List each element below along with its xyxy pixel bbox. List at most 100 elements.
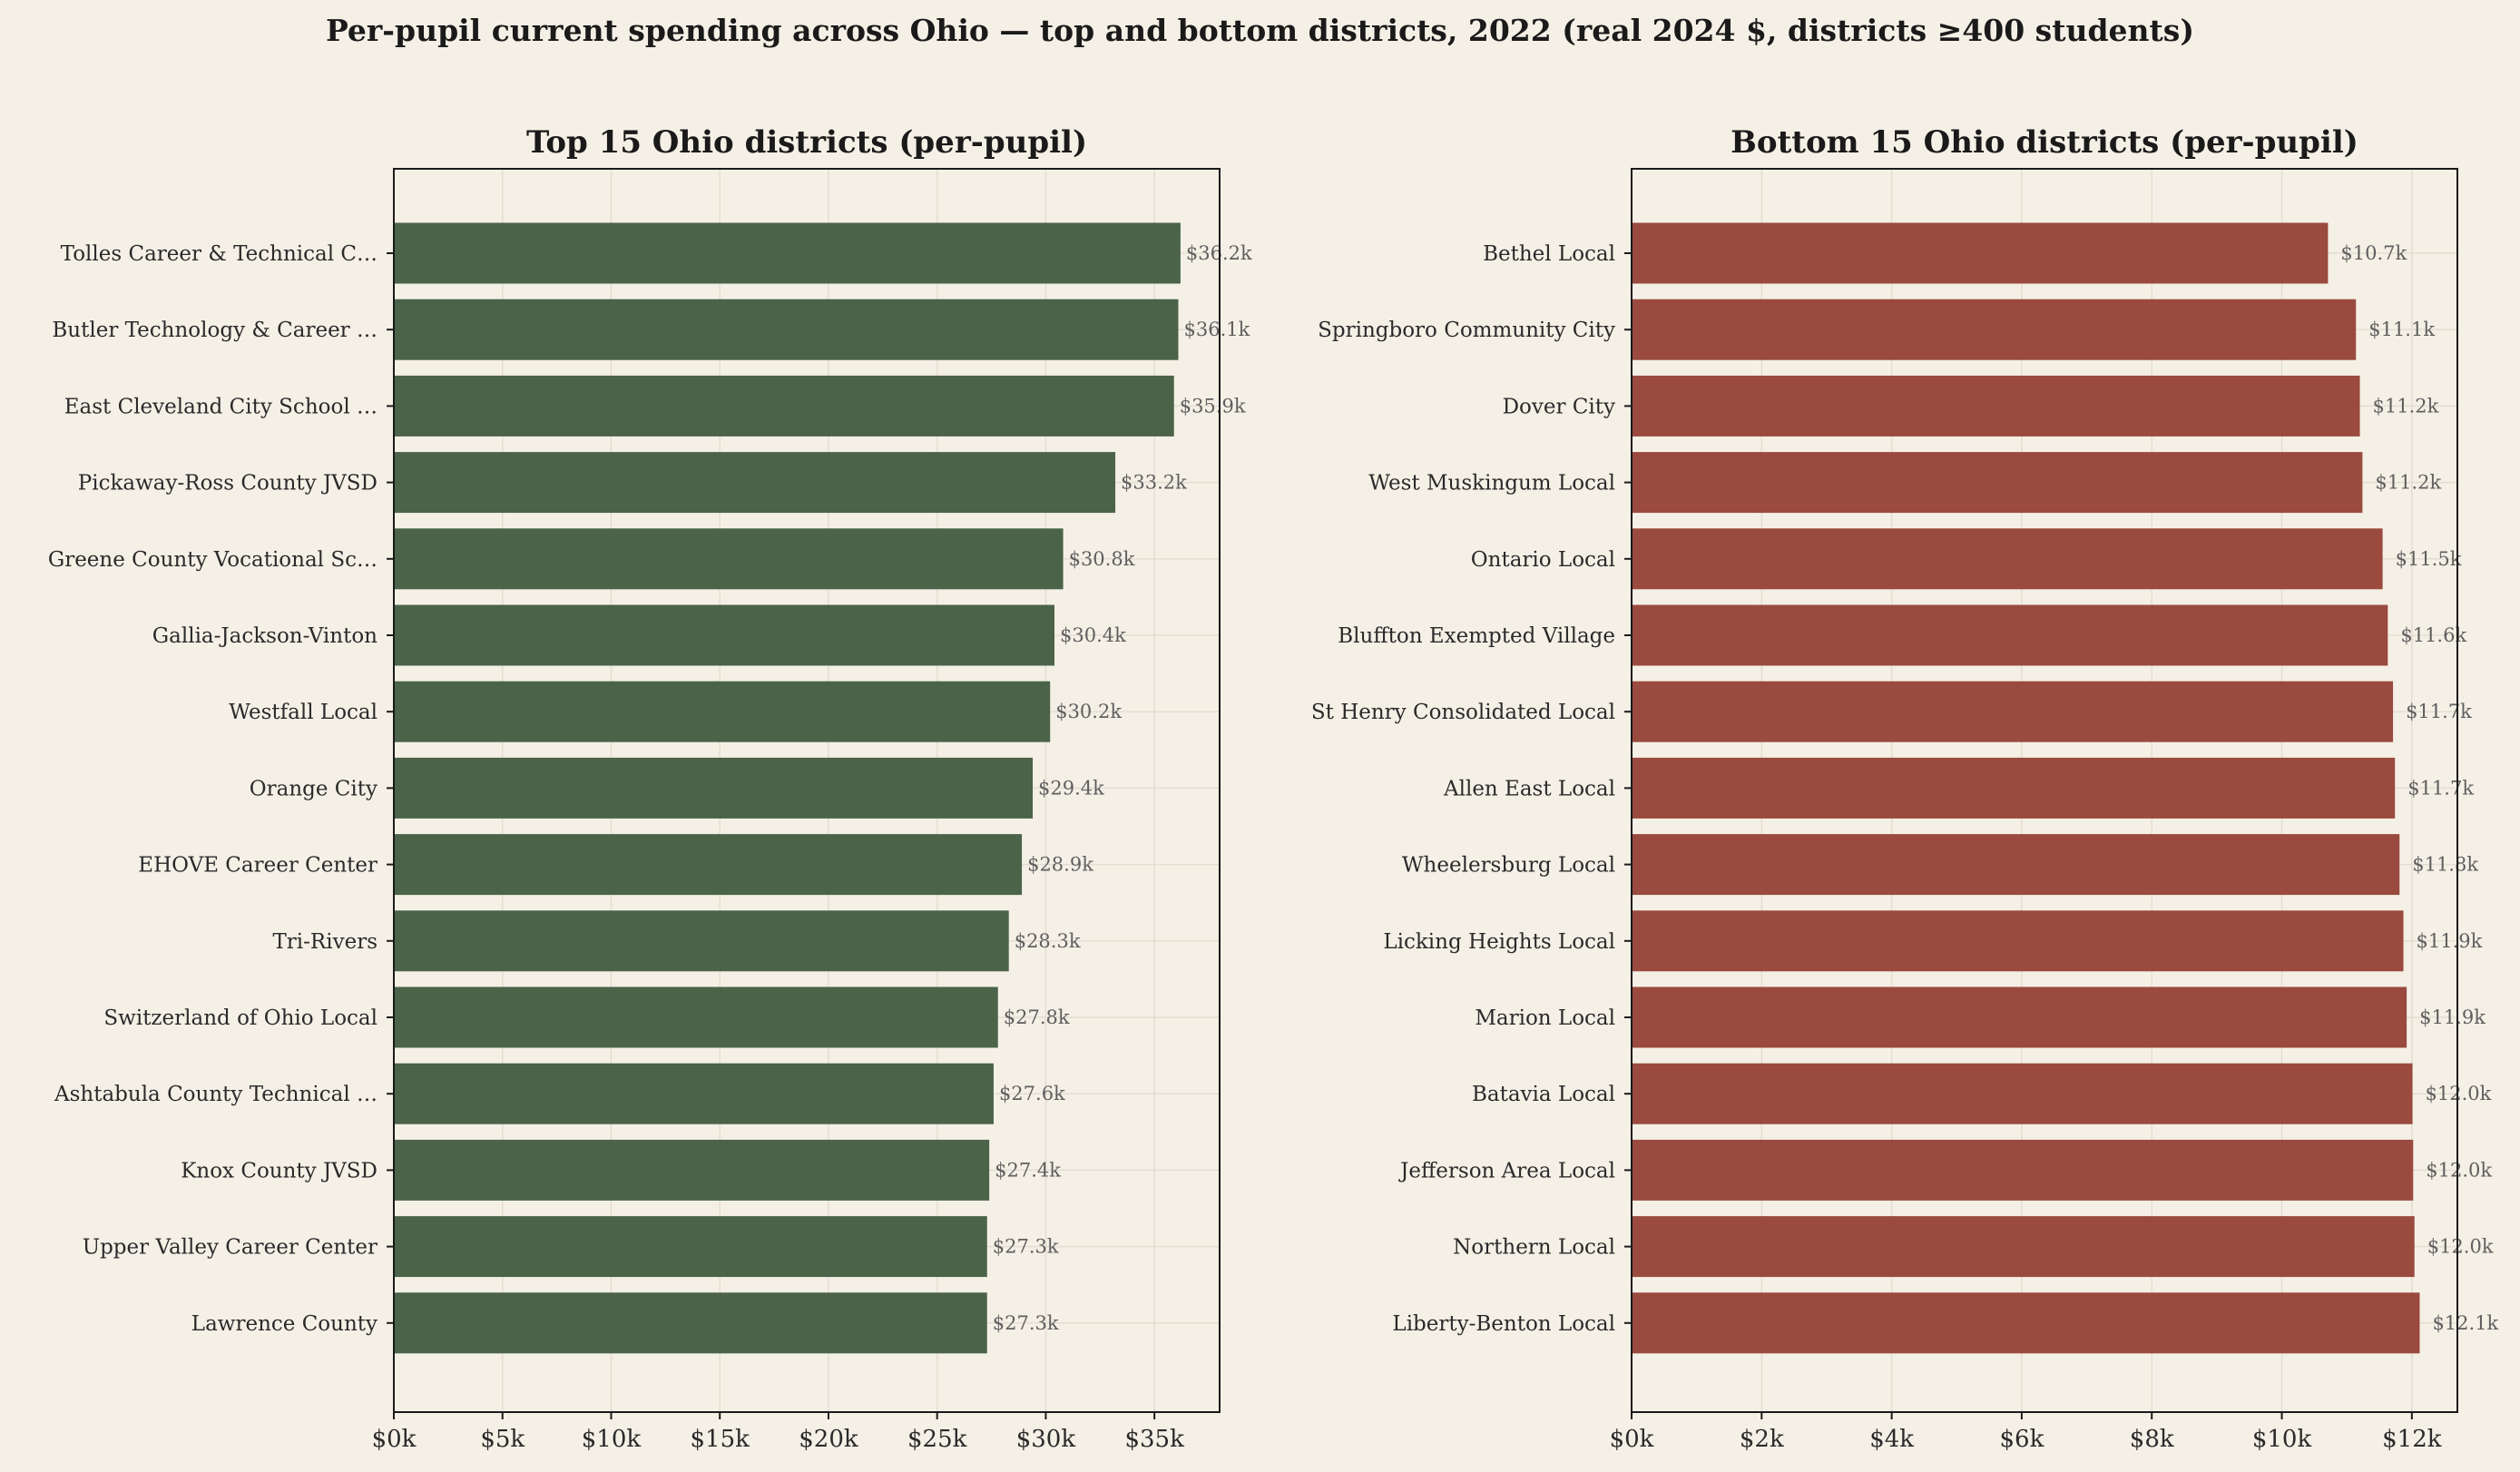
bottom-value-label: $11.7k <box>2407 777 2474 799</box>
bottom-value-label: $12.0k <box>2427 1236 2494 1258</box>
top-xtick-label: $25k <box>907 1426 967 1453</box>
top-bar <box>394 1139 990 1201</box>
top-xtick-label: $10k <box>582 1426 642 1453</box>
bottom-value-label: $11.8k <box>2412 854 2478 876</box>
top-bar <box>394 1292 987 1354</box>
bottom-value-label: $11.2k <box>2375 472 2441 494</box>
top-xtick-label: $35k <box>1124 1426 1184 1453</box>
top-category-label: East Cleveland City School … <box>64 395 378 418</box>
bottom-category-label: Wheelersburg Local <box>1402 854 1615 878</box>
top-value-label: $28.9k <box>1027 854 1093 876</box>
bottom-bar <box>1632 375 2360 437</box>
bottom-bar <box>1632 1139 2414 1201</box>
top-axes-frame <box>393 168 1221 1413</box>
bottom-xtick-label: $10k <box>2252 1426 2312 1453</box>
top-bar <box>394 604 1054 666</box>
bottom-category-label: St Henry Consolidated Local <box>1311 701 1615 724</box>
bottom-category-label: Licking Heights Local <box>1383 930 1615 954</box>
top-category-label: Butler Technology & Career … <box>52 319 378 342</box>
bottom-value-label: $11.1k <box>2368 319 2435 340</box>
bottom-category-label: Allen East Local <box>1443 777 1615 800</box>
top-category-label: Tolles Career & Technical C… <box>61 242 378 266</box>
top-category-label: Switzerland of Ohio Local <box>103 1006 378 1030</box>
bottom-bar <box>1632 834 2400 896</box>
bottom-category-label: Ontario Local <box>1471 548 1615 572</box>
bottom-value-label: $11.9k <box>2419 1006 2486 1028</box>
top-value-label: $27.6k <box>999 1083 1065 1104</box>
bottom-xtick-label: $8k <box>2130 1426 2174 1453</box>
bottom-bar <box>1632 299 2357 360</box>
top-bar <box>394 757 1034 819</box>
top-value-label: $27.3k <box>993 1236 1059 1258</box>
bottom-category-label: Batavia Local <box>1472 1083 1615 1106</box>
bottom-category-label: West Muskingum Local <box>1368 472 1615 496</box>
bottom-xtick-label: $6k <box>1999 1426 2044 1453</box>
bottom-value-label: $12.0k <box>2426 1159 2492 1181</box>
bottom-xtick-label: $2k <box>1740 1426 1784 1453</box>
top-value-label: $33.2k <box>1121 472 1187 494</box>
top-category-label: Ashtabula County Technical … <box>54 1083 378 1106</box>
bottom-value-label: $10.7k <box>2340 242 2407 264</box>
bottom-value-label: $11.2k <box>2373 395 2439 417</box>
top-xtick-label: $30k <box>1016 1426 1076 1453</box>
top-bar <box>394 910 1009 972</box>
top-xtick-label: $15k <box>691 1426 750 1453</box>
bottom-bar <box>1632 1063 2413 1124</box>
bottom-bar <box>1632 604 2388 666</box>
top-category-label: Pickaway-Ross County JVSD <box>78 472 378 496</box>
top-category-label: Knox County JVSD <box>181 1159 378 1183</box>
top-bar <box>394 452 1116 514</box>
bottom-category-label: Dover City <box>1503 395 1615 418</box>
top-category-label: Gallia-Jackson-Vinton <box>152 624 378 648</box>
top-value-label: $30.4k <box>1060 624 1126 646</box>
top-panel-title: Top 15 Ohio districts (per-pupil) <box>526 124 1087 161</box>
top-bar <box>394 986 998 1048</box>
bottom-bar <box>1632 986 2407 1048</box>
bottom-bar <box>1632 452 2363 514</box>
top-bar <box>394 681 1051 742</box>
bottom-panel-title: Bottom 15 Ohio districts (per-pupil) <box>1731 124 2358 161</box>
bottom-bar <box>1632 681 2394 742</box>
top-xtick-label: $20k <box>799 1426 858 1453</box>
top-category-label: Lawrence County <box>191 1312 378 1336</box>
top-value-label: $27.3k <box>993 1312 1059 1334</box>
bottom-xtick-label: $0k <box>1610 1426 1654 1453</box>
bottom-category-label: Bluffton Exempted Village <box>1338 624 1615 648</box>
bottom-axes-frame <box>1631 168 2458 1413</box>
bottom-category-label: Jefferson Area Local <box>1398 1159 1615 1183</box>
bottom-bar <box>1632 1216 2415 1278</box>
top-value-label: $29.4k <box>1038 777 1104 799</box>
bottom-category-label: Springboro Community City <box>1318 319 1615 342</box>
bottom-value-label: $12.0k <box>2426 1083 2492 1104</box>
bottom-category-label: Marion Local <box>1475 1006 1615 1030</box>
bottom-bar <box>1632 528 2383 590</box>
top-bar <box>394 834 1023 896</box>
top-value-label: $27.4k <box>995 1159 1061 1181</box>
bottom-category-label: Liberty-Benton Local <box>1392 1312 1615 1336</box>
bottom-value-label: $11.5k <box>2396 548 2462 570</box>
bottom-value-label: $11.9k <box>2417 930 2483 952</box>
bottom-bar <box>1632 222 2329 284</box>
top-value-label: $30.8k <box>1069 548 1135 570</box>
top-category-label: Westfall Local <box>229 701 378 724</box>
figure-suptitle: Per-pupil current spending across Ohio —… <box>326 13 2194 48</box>
bottom-bar <box>1632 1292 2420 1354</box>
top-value-label: $35.9k <box>1180 395 1246 417</box>
top-category-label: Greene County Vocational Sc… <box>48 548 378 572</box>
top-value-label: $27.8k <box>1004 1006 1070 1028</box>
bottom-xtick-label: $4k <box>1869 1426 1914 1453</box>
top-bar <box>394 1216 987 1278</box>
bottom-category-label: Bethel Local <box>1483 242 1615 266</box>
bottom-xtick-label: $12k <box>2382 1426 2442 1453</box>
top-bar <box>394 528 1064 590</box>
top-bar <box>394 299 1179 360</box>
top-category-label: Upper Valley Career Center <box>83 1236 378 1260</box>
bottom-category-label: Northern Local <box>1453 1236 1615 1260</box>
bottom-value-label: $11.7k <box>2406 701 2472 722</box>
top-category-label: Tri-Rivers <box>272 930 378 954</box>
top-value-label: $36.1k <box>1184 319 1250 340</box>
top-bar <box>394 375 1174 437</box>
top-xtick-label: $5k <box>480 1426 525 1453</box>
